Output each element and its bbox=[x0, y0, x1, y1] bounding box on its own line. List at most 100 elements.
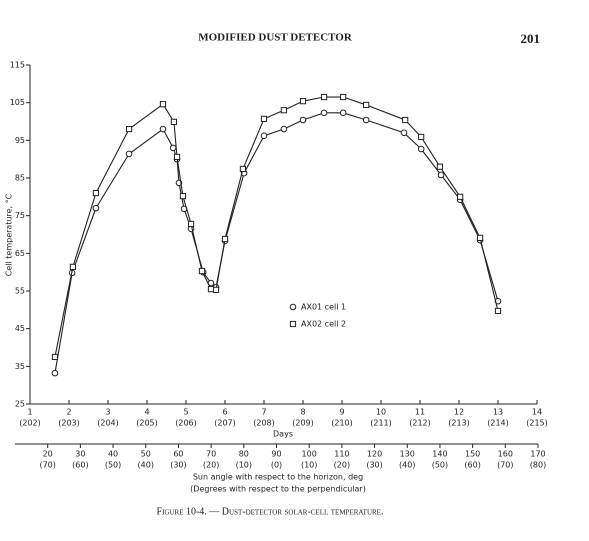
x-tick-sublabel: (202) bbox=[19, 419, 41, 428]
sun-tick-sublabel: (60) bbox=[72, 461, 88, 470]
sun-tick-label: 100 bbox=[302, 450, 317, 459]
sun-tick-label: 120 bbox=[367, 450, 382, 459]
y-tick-label: 55 bbox=[15, 287, 25, 296]
x-tick-label: 2 bbox=[66, 408, 71, 417]
x-tick-label: 13 bbox=[493, 408, 503, 417]
x-tick-sublabel: (205) bbox=[136, 419, 158, 428]
marker-circle bbox=[92, 204, 100, 212]
sun-tick-sublabel: (70) bbox=[497, 461, 513, 470]
marker-square bbox=[402, 116, 409, 124]
marker-square bbox=[363, 101, 370, 109]
sun-tick-label: 150 bbox=[465, 450, 480, 459]
sun-tick-sublabel: (70) bbox=[39, 461, 55, 470]
marker-circle bbox=[51, 369, 59, 377]
marker-square bbox=[179, 192, 186, 200]
sun-tick-label: 90 bbox=[271, 450, 281, 459]
marker-square bbox=[320, 93, 328, 101]
marker-square bbox=[299, 98, 307, 105]
marker-square bbox=[418, 133, 425, 141]
sun-tick-label: 60 bbox=[173, 450, 183, 459]
y-tick-label: 35 bbox=[15, 362, 25, 371]
marker-circle bbox=[362, 116, 370, 124]
marker-square bbox=[92, 189, 100, 197]
x-tick-label: 3 bbox=[105, 408, 110, 417]
marker-circle bbox=[417, 145, 425, 153]
page-header: MODIFIED DUST DETECTOR bbox=[198, 32, 353, 44]
x-tick-sublabel: (210) bbox=[331, 419, 353, 428]
y-tick-label: 75 bbox=[15, 211, 25, 220]
x-tick-sublabel: (209) bbox=[292, 419, 314, 428]
marker-square bbox=[207, 286, 215, 293]
sun-tick-sublabel: (10) bbox=[236, 461, 252, 470]
marker-square bbox=[125, 125, 133, 133]
marker-circle bbox=[159, 125, 167, 133]
marker-square bbox=[494, 307, 502, 315]
marker-square bbox=[280, 107, 287, 114]
x-axis-label: Days bbox=[273, 430, 293, 439]
page-number: 201 bbox=[521, 31, 541, 46]
marker-circle bbox=[289, 303, 297, 311]
caption: Figure 10-4. — Dust-detector solar-cell … bbox=[157, 506, 384, 517]
legend-label: AX02 cell 2 bbox=[301, 320, 346, 329]
sun-tick-sublabel: (60) bbox=[464, 461, 480, 470]
sun-tick-label: 40 bbox=[108, 450, 118, 459]
marker-square bbox=[239, 165, 247, 173]
marker-square bbox=[170, 118, 178, 125]
sun-tick-sublabel: (20) bbox=[334, 461, 350, 470]
x-tick-sublabel: (207) bbox=[214, 419, 236, 428]
marker-square bbox=[173, 153, 181, 161]
x-tick-label: 8 bbox=[300, 408, 305, 417]
marker-square bbox=[476, 234, 484, 241]
series-line bbox=[54, 112, 499, 374]
sun-tick-sublabel: (80) bbox=[530, 461, 546, 470]
x-tick-sublabel: (215) bbox=[526, 419, 548, 428]
marker-square bbox=[221, 235, 229, 243]
y-tick-label: 95 bbox=[15, 136, 25, 145]
x-tick-label: 7 bbox=[261, 408, 266, 417]
sun-tick-sublabel: (20) bbox=[203, 461, 219, 470]
sun-tick-sublabel: (50) bbox=[432, 461, 448, 470]
x-tick-sublabel: (214) bbox=[487, 419, 509, 428]
sun-tick-sublabel: (10) bbox=[301, 461, 317, 470]
legend-label: AX01 cell 1 bbox=[301, 303, 346, 312]
x-tick-label: 11 bbox=[415, 408, 425, 417]
sun-tick-sublabel: (40) bbox=[138, 461, 154, 470]
sun-tick-sublabel: (40) bbox=[399, 461, 415, 470]
y-tick-label: 115 bbox=[10, 61, 25, 70]
series-line bbox=[54, 96, 499, 358]
x-tick-sublabel: (203) bbox=[58, 419, 80, 428]
x-tick-label: 6 bbox=[222, 408, 227, 417]
marker-square bbox=[69, 263, 77, 270]
sun-tick-label: 80 bbox=[239, 450, 249, 459]
sun-tick-label: 20 bbox=[43, 450, 53, 459]
marker-circle bbox=[339, 109, 347, 117]
sun-tick-label: 30 bbox=[75, 450, 85, 459]
marker-circle bbox=[437, 171, 445, 179]
x-tick-label: 12 bbox=[454, 408, 464, 417]
marker-square bbox=[187, 220, 195, 228]
y-tick-label: 85 bbox=[15, 174, 25, 183]
sun-tick-label: 50 bbox=[141, 450, 151, 459]
marker-square bbox=[212, 286, 220, 293]
marker-square bbox=[260, 115, 268, 122]
x-tick-label: 1 bbox=[27, 408, 32, 417]
y-tick-label: 45 bbox=[15, 324, 25, 333]
y-tick-label: 65 bbox=[15, 249, 25, 258]
marker-square bbox=[198, 267, 206, 275]
x-tick-label: 5 bbox=[183, 408, 188, 417]
marker-square bbox=[289, 320, 297, 328]
sun-axis-label: Sun angle with respect to the horizon, d… bbox=[193, 473, 363, 482]
x-tick-sublabel: (211) bbox=[370, 419, 392, 428]
sun-tick-label: 130 bbox=[400, 450, 415, 459]
x-tick-label: 4 bbox=[144, 408, 149, 417]
marker-square bbox=[340, 93, 347, 101]
marker-circle bbox=[320, 109, 328, 117]
sun-tick-sublabel: (30) bbox=[366, 461, 382, 470]
sun-axis-sublabel: (Degrees with respect to the perpendicul… bbox=[190, 485, 366, 494]
y-tick-label: 25 bbox=[15, 400, 25, 409]
sun-tick-sublabel: (50) bbox=[105, 461, 121, 470]
marker-circle bbox=[299, 116, 307, 124]
x-tick-sublabel: (212) bbox=[409, 419, 431, 428]
sun-tick-label: 160 bbox=[498, 450, 513, 459]
